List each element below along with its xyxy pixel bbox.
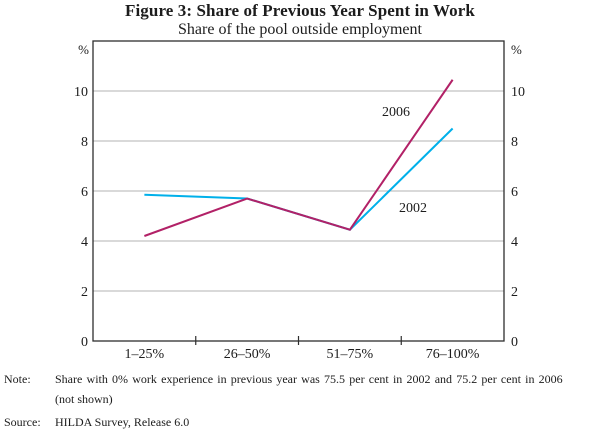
line-chart: 0 0 2 2 4 4 6 6 8 8 10 10% % 1–25% 26–50% 51–75% 76–100%… xyxy=(74,40,525,362)
series-label-2006: 2006 xyxy=(382,105,410,120)
y-tick-label-right-6: 6 xyxy=(511,185,518,200)
y-tick-label-right-4: 4 xyxy=(511,235,518,250)
x-category-label-2: 51–75% xyxy=(327,347,374,362)
source-text: HILDA Survey, Release 6.0 xyxy=(55,415,190,429)
note-text-line2: (not shown) xyxy=(55,392,113,406)
x-category-label-1: 26–50% xyxy=(224,347,271,362)
x-category-label-0: 1–25% xyxy=(125,347,165,362)
source-label: Source: xyxy=(4,415,41,429)
x-category-label-3: 76–100% xyxy=(426,347,480,362)
series-line-2006 xyxy=(144,79,454,237)
y-tick-label-right-10: 10 xyxy=(511,85,525,100)
note-label: Note: xyxy=(4,372,31,386)
y-tick-label-left-10: 10 xyxy=(74,85,88,100)
note-text-line1: Share with 0% work experience in previou… xyxy=(55,372,563,386)
chart-plot-area: 0 0 2 2 4 4 6 6 8 8 10 10% % 1–25% 26–50% 51–75% 76–100% xyxy=(74,40,525,362)
y-tick-label-right-2: 2 xyxy=(511,285,518,300)
y-tick-label-left-4: 4 xyxy=(81,235,88,250)
figure-subtitle: Share of the pool outside employment xyxy=(178,21,422,38)
series-label-2002: 2002 xyxy=(399,201,427,216)
figure-title: Figure 3: Share of Previous Year Spent i… xyxy=(125,1,475,20)
y-axis-unit-left: % xyxy=(78,42,89,57)
y-tick-label-left-6: 6 xyxy=(81,185,88,200)
y-tick-label-left-2: 2 xyxy=(81,285,88,300)
y-tick-label-right-0: 0 xyxy=(511,335,518,350)
y-tick-label-left-0: 0 xyxy=(81,335,88,350)
y-axis-unit-right: % xyxy=(511,42,522,57)
y-tick-label-left-8: 8 xyxy=(81,135,88,150)
y-tick-label-right-8: 8 xyxy=(511,135,518,150)
